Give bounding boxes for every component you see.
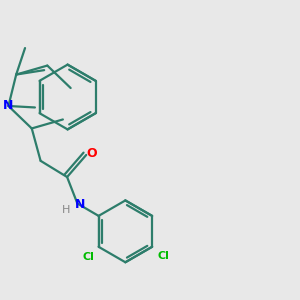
Text: Cl: Cl [82,252,94,262]
Text: O: O [87,147,98,160]
Text: N: N [3,100,14,112]
Text: Cl: Cl [158,250,170,261]
Text: H: H [62,205,70,215]
Text: N: N [75,199,86,212]
